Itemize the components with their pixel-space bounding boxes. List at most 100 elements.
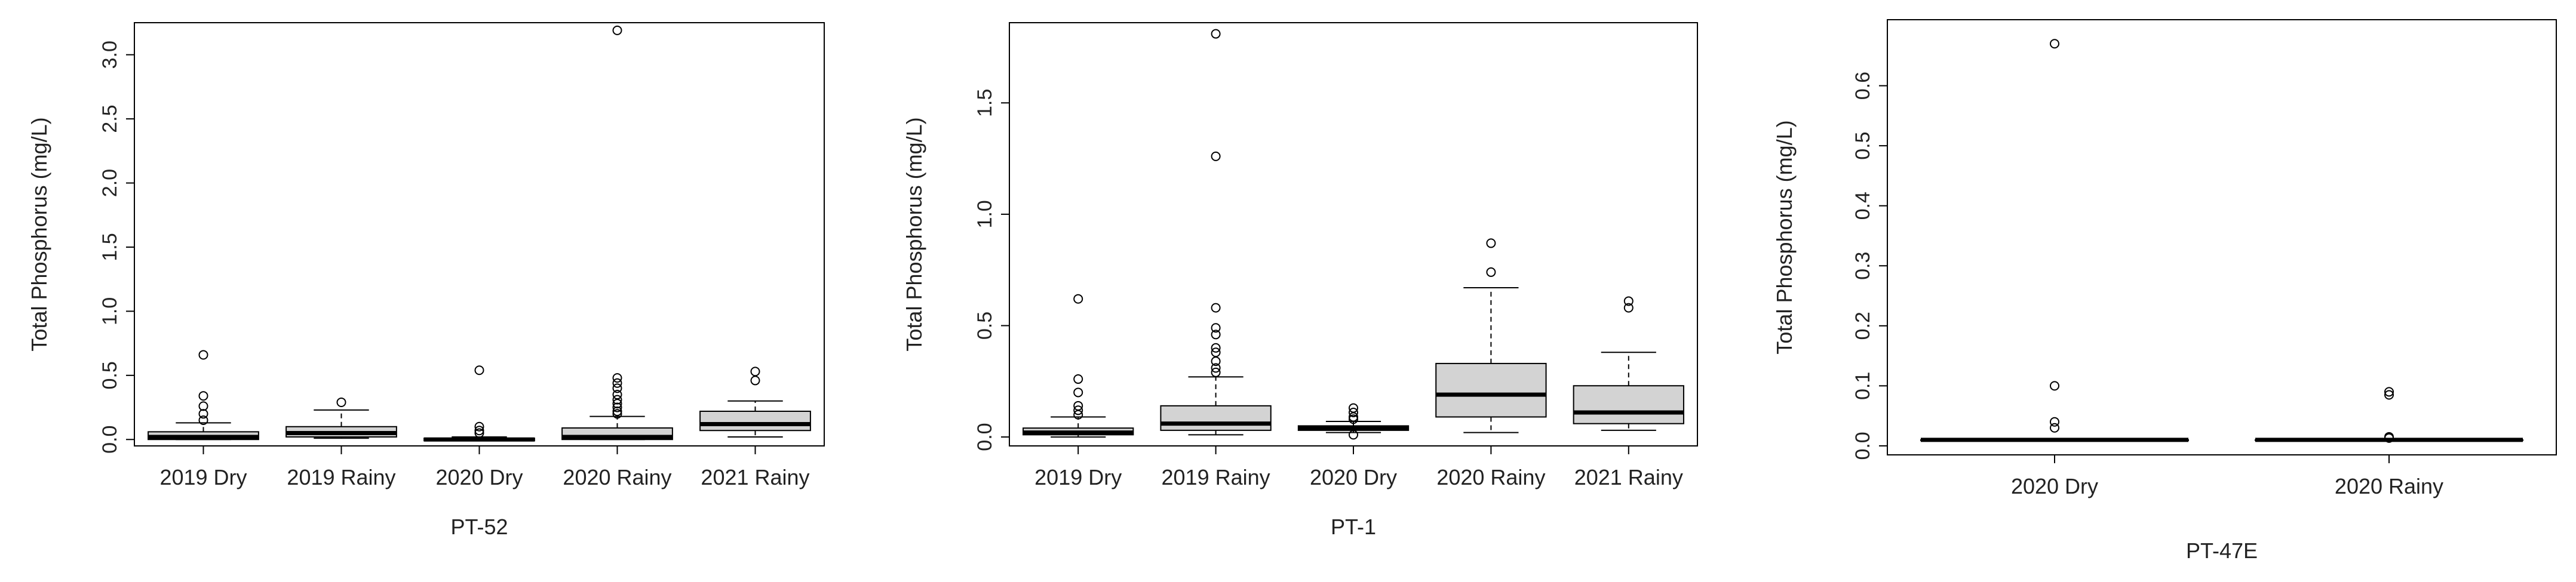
x-tick-label: 2019 Dry (159, 465, 247, 489)
y-tick-label: 0.3 (1852, 252, 1874, 280)
y-tick-label: 1.0 (99, 297, 121, 325)
outlier-point (1211, 151, 1221, 161)
outlier-point (612, 399, 622, 409)
box-body (1435, 362, 1547, 418)
box-body (1573, 385, 1684, 424)
box-2021-rainy (1573, 296, 1684, 431)
outlier-point (1073, 374, 1083, 384)
y-tick-label: 1.5 (99, 233, 121, 261)
y-tick-label: 2.5 (99, 105, 121, 133)
outlier-point (198, 401, 208, 411)
outlier-point (1211, 363, 1221, 373)
outlier-point (198, 350, 208, 360)
box-2020-rainy (2255, 387, 2523, 443)
outlier-point (1349, 430, 1358, 440)
outlier-point (2384, 387, 2394, 397)
outlier-point (198, 391, 208, 401)
outlier-point (1211, 330, 1221, 340)
outlier-point (1211, 367, 1221, 377)
box-2020-rainy (561, 25, 673, 441)
outlier-point (750, 367, 760, 377)
y-tick-label: 0.5 (1852, 132, 1874, 160)
box-2021-rainy (699, 367, 811, 438)
x-tick-label: 2020 Rainy (1436, 465, 1545, 489)
box-2019-dry (1023, 294, 1134, 438)
outlier-point (1486, 238, 1496, 248)
outlier-point (612, 378, 622, 388)
outlier-point (1073, 294, 1083, 304)
outlier-point (612, 25, 622, 35)
outlier-point (198, 415, 208, 426)
outlier-point (2384, 390, 2394, 400)
outlier-point (1073, 405, 1083, 415)
outlier-point (1486, 267, 1496, 277)
outlier-point (474, 428, 484, 438)
outlier-point (1211, 29, 1221, 39)
x-tick-label: 2020 Rainy (2335, 474, 2443, 498)
x-tick-label: 2020 Dry (435, 465, 523, 489)
outlier-point (750, 375, 760, 386)
y-axis-label: Total Phosphorus (mg/L) (27, 117, 51, 351)
y-axis-label: Total Phosphorus (mg/L) (1772, 120, 1797, 354)
y-tick-label: 3.0 (99, 41, 121, 69)
y-tick-label: 0.0 (99, 426, 121, 454)
box-2019-dry (148, 350, 259, 441)
outlier-point (612, 409, 622, 419)
y-tick-label: 0.0 (974, 423, 996, 451)
outlier-point (1623, 296, 1634, 306)
outlier-point (198, 409, 208, 419)
x-tick-label: 2020 Dry (2011, 474, 2098, 498)
box-body (699, 410, 811, 432)
outlier-point (336, 397, 346, 407)
box-2020-rainy (1435, 238, 1547, 433)
outlier-point (2384, 432, 2394, 442)
outlier-point (612, 383, 622, 393)
plot-frame (1887, 19, 2557, 455)
outlier-point (2050, 381, 2059, 391)
outlier-point (2050, 423, 2059, 433)
outlier-point (612, 395, 622, 405)
box-body (1160, 405, 1272, 431)
x-tick-label: 2021 Rainy (1574, 465, 1683, 489)
plot-frame (1009, 22, 1698, 446)
box-2019-rainy (1160, 29, 1272, 436)
x-axis-label: PT-1 (1331, 515, 1376, 539)
box-2020-dry (1920, 39, 2189, 442)
box-2019-rainy (285, 397, 397, 439)
y-tick-label: 1.0 (974, 200, 996, 228)
y-tick-label: 0.5 (99, 361, 121, 389)
outlier-point (1211, 323, 1221, 333)
y-tick-label: 0.4 (1852, 192, 1874, 220)
x-tick-label: 2020 Dry (1310, 465, 1397, 489)
outlier-point (474, 426, 484, 436)
x-axis-label: PT-52 (450, 515, 508, 539)
box-2020-dry (423, 365, 535, 442)
x-tick-label: 2019 Rainy (1162, 465, 1270, 489)
outlier-point (474, 365, 484, 375)
x-axis-label: PT-47E (2186, 538, 2258, 563)
y-tick-label: 0.0 (1852, 432, 1874, 460)
x-tick-label: 2019 Dry (1034, 465, 1122, 489)
x-tick-label: 2021 Rainy (701, 465, 809, 489)
chart-panel-3: 0.0 0.1 0.2 0.3 0.4 0.5 0.6 Total Phosphorus (m… (1772, 19, 2557, 563)
outlier-point (1349, 408, 1358, 418)
x-tick-label: 2019 Rainy (287, 465, 395, 489)
outlier-point (612, 402, 622, 412)
outlier-point (612, 406, 622, 416)
y-tick-label: 0.2 (1852, 312, 1874, 340)
y-axis-label: Total Phosphorus (mg/L) (902, 117, 926, 351)
plot-frame (134, 22, 825, 446)
outlier-point (612, 373, 622, 383)
y-tick-label: 2.0 (99, 169, 121, 197)
outlier-point (1211, 343, 1221, 353)
outlier-point (1349, 403, 1358, 413)
outlier-point (1073, 401, 1083, 411)
y-tick-label: 1.5 (974, 89, 996, 117)
outlier-point (474, 421, 484, 432)
outlier-point (1623, 303, 1634, 313)
chart-panel-1: 0.0 0.5 1.0 1.5 2.0 2.5 3.0 Total Phosphorus (m… (27, 22, 825, 539)
y-tick-label: 0.6 (1852, 72, 1874, 100)
y-tick-label: 0.5 (974, 312, 996, 340)
outlier-point (612, 390, 622, 400)
